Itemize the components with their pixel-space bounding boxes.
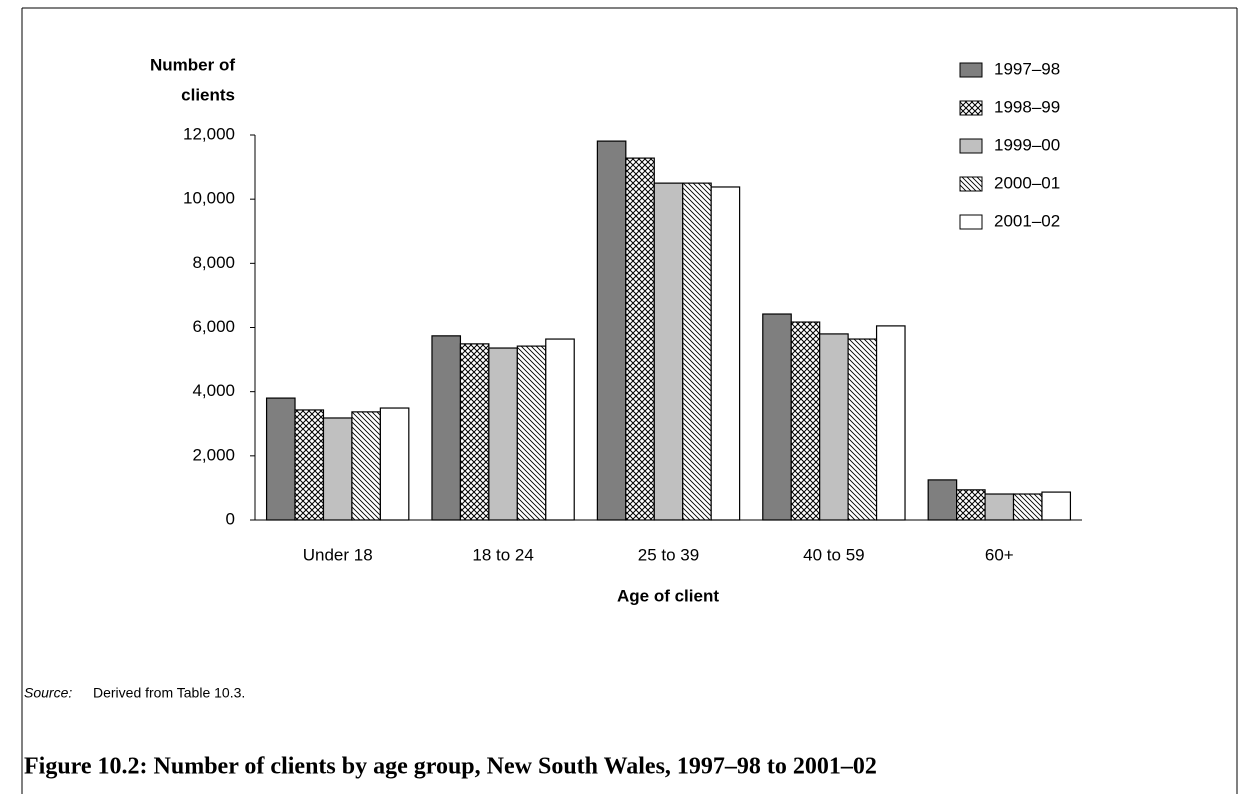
x-tick-label: 60+ (985, 545, 1014, 564)
y-tick-label: 10,000 (183, 189, 235, 208)
x-tick-label: 40 to 59 (803, 545, 864, 564)
legend-label: 1998–99 (994, 97, 1060, 116)
y-tick-label: 6,000 (192, 317, 235, 336)
y-tick-label: 8,000 (192, 253, 235, 272)
bar (322, 417, 353, 521)
y-tick-label: 0 (226, 509, 235, 528)
bar (682, 182, 712, 521)
legend-swatch (959, 176, 983, 192)
bar (875, 325, 906, 521)
bar (516, 345, 547, 521)
x-tick-label: Under 18 (303, 545, 373, 564)
bar (956, 489, 986, 521)
bar (545, 338, 575, 521)
y-axis-label: Number of (150, 55, 235, 74)
legend-swatch (959, 214, 983, 230)
legend-swatch (959, 138, 983, 154)
source-text: Derived from Table 10.3. (93, 685, 245, 701)
legend-label: 1997–98 (994, 59, 1060, 78)
bar (847, 338, 878, 521)
bar (984, 493, 1015, 521)
source-label: Source: (24, 685, 72, 701)
legend-swatch (959, 100, 983, 116)
y-tick-label: 12,000 (183, 124, 235, 143)
legend-label: 2001–02 (994, 211, 1060, 230)
bar (351, 411, 381, 521)
y-axis-label: clients (181, 85, 235, 104)
bar (1012, 493, 1043, 521)
bar (488, 347, 518, 521)
bar (819, 333, 849, 521)
caption: Figure 10.2: Number of clients by age gr… (24, 754, 877, 780)
bar (596, 140, 627, 521)
legend-label: 1999–00 (994, 135, 1060, 154)
bar (1041, 491, 1072, 521)
legend-label: 2000–01 (994, 173, 1060, 192)
bar (653, 182, 684, 521)
bar (294, 409, 325, 521)
x-tick-label: 18 to 24 (472, 545, 533, 564)
bar (762, 313, 792, 521)
bar (431, 335, 462, 521)
bar (265, 397, 296, 521)
y-tick-label: 4,000 (192, 381, 235, 400)
bar (927, 479, 958, 521)
bar (790, 321, 821, 521)
y-tick-label: 2,000 (192, 445, 235, 464)
bar (625, 157, 655, 521)
legend-swatch (959, 62, 983, 78)
x-axis-label: Age of client (617, 586, 719, 605)
x-tick-label: 25 to 39 (638, 545, 699, 564)
bar (379, 407, 410, 521)
bar (459, 343, 490, 521)
bar (710, 186, 741, 521)
